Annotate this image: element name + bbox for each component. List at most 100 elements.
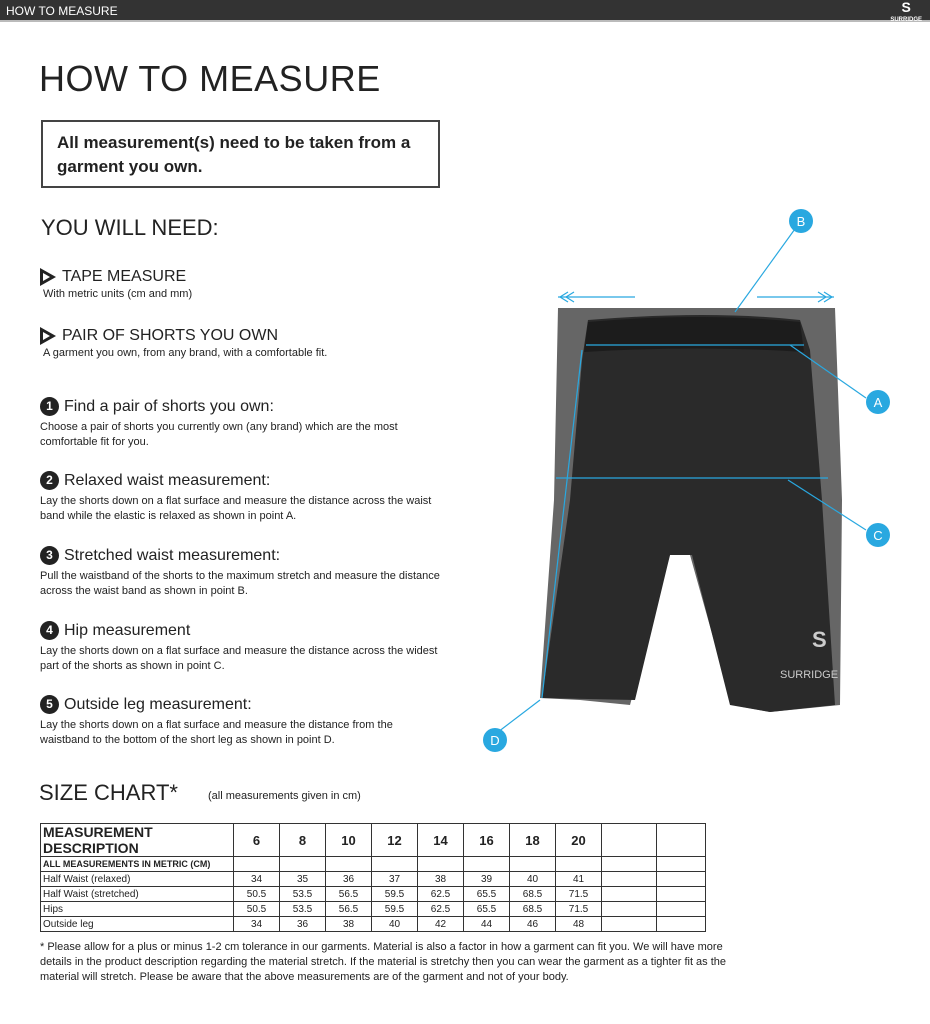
table-cell: 42 (417, 916, 464, 932)
table-cell: 35 (279, 871, 326, 887)
empty-cell (325, 856, 372, 872)
label-a: A (874, 395, 883, 410)
need-item-title: TAPE MEASURE (62, 268, 187, 285)
empty-cell (555, 856, 602, 872)
step-desc: Lay the shorts down on a flat surface an… (40, 495, 432, 522)
top-bar: HOW TO MEASURE S SURRIDGE (0, 0, 930, 23)
step-title: Outside leg measurement: (64, 695, 252, 713)
table-cell (656, 886, 706, 902)
step-number-icon: 3 (40, 546, 59, 565)
triangle-bullet-icon (40, 268, 56, 286)
garment-logo-text: SURRIDGE (780, 669, 838, 681)
table-cell: Half Waist (relaxed) (40, 871, 234, 887)
table-cell (601, 901, 657, 917)
table-cell (601, 886, 657, 902)
table-cell: 68.5 (509, 886, 556, 902)
table-cell: 53.5 (279, 886, 326, 902)
step-number-icon: 2 (40, 471, 59, 490)
notice-box: All measurement(s) need to be taken from… (41, 120, 440, 188)
table-cell: 36 (279, 916, 326, 932)
label-b: B (797, 214, 806, 229)
table-cell: 71.5 (555, 901, 602, 917)
empty-cell (279, 856, 326, 872)
table-row: Hips 50.5 53.5 56.5 59.5 62.5 65.5 68.5 71.5 (40, 901, 706, 917)
table-cell: 40 (371, 916, 418, 932)
table-cell: 44 (463, 916, 510, 932)
table-cell: 50.5 (233, 901, 280, 917)
need-item-shorts: PAIR OF SHORTS YOU OWN A garment you own… (40, 327, 327, 359)
table-cell: Hips (40, 901, 234, 917)
header-cell (601, 823, 657, 857)
table-cell: 56.5 (325, 886, 372, 902)
table-cell: 62.5 (417, 901, 464, 917)
empty-cell (233, 856, 280, 872)
header-title: HOW TO MEASURE (6, 4, 118, 18)
table-cell: 41 (555, 871, 602, 887)
header-cell: 16 (463, 823, 510, 857)
shorts-body (542, 315, 835, 712)
shorts-diagram: S SURRIDGE B A C D (483, 209, 890, 752)
step-number-icon: 4 (40, 621, 59, 640)
table-cell: 56.5 (325, 901, 372, 917)
garment-logo-mark: S (812, 627, 827, 652)
footnote: * Please allow for a plus or minus 1-2 c… (40, 941, 727, 983)
empty-cell (601, 856, 657, 872)
table-cell: 53.5 (279, 901, 326, 917)
table-row: Half Waist (relaxed) 34 35 36 37 38 39 40 41 (40, 871, 706, 887)
table-cell: Half Waist (stretched) (40, 886, 234, 902)
empty-cell (656, 856, 706, 872)
surridge-logo: S SURRIDGE (890, 0, 922, 23)
table-cell: 38 (417, 871, 464, 887)
table-cell: 48 (555, 916, 602, 932)
table-cell: 62.5 (417, 886, 464, 902)
size-chart-table: MEASUREMENT DESCRIPTION 6 8 10 12 14 16 18 20 ALL… (40, 823, 706, 932)
empty-cell (509, 856, 556, 872)
subheader-cell: ALL MEASUREMENTS IN METRIC (CM) (40, 856, 234, 872)
step-number-icon: 5 (40, 695, 59, 714)
step-3: 3 Stretched waist measurement: Pull the wa… (40, 546, 440, 599)
table-cell (601, 871, 657, 887)
waistband (584, 317, 804, 352)
step-desc: Pull the waistband of the shorts to the … (40, 570, 440, 597)
table-row: Half Waist (stretched) 50.5 53.5 56.5 59.5 62… (40, 886, 706, 902)
need-item-title: PAIR OF SHORTS YOU OWN (62, 327, 279, 344)
label-d: D (490, 733, 499, 748)
header-cell: 20 (555, 823, 602, 857)
table-cell: 68.5 (509, 901, 556, 917)
step-title: Hip measurement (64, 621, 191, 639)
header-cell: 12 (371, 823, 418, 857)
table-cell: 37 (371, 871, 418, 887)
table-cell: 50.5 (233, 886, 280, 902)
table-cell (601, 916, 657, 932)
empty-cell (463, 856, 510, 872)
triangle-bullet-icon (40, 327, 56, 345)
table-cell: 34 (233, 916, 280, 932)
table-cell: 34 (233, 871, 280, 887)
step-4: 4 Hip measurement Lay the shorts down on a… (40, 621, 440, 674)
need-item-tape: TAPE MEASURE With metric units (cm and m… (40, 268, 192, 300)
table-cell (656, 901, 706, 917)
empty-cell (417, 856, 464, 872)
step-desc: Lay the shorts down on a flat surface an… (40, 719, 393, 746)
table-cell (656, 871, 706, 887)
step-1: 1 Find a pair of shorts you own: Choose a … (40, 397, 440, 450)
header-cell: 18 (509, 823, 556, 857)
header-cell: 10 (325, 823, 372, 857)
table-cell: 59.5 (371, 886, 418, 902)
header-cell: 6 (233, 823, 280, 857)
need-item-desc: A garment you own, from any brand, with … (43, 347, 328, 359)
table-cell: 36 (325, 871, 372, 887)
table-cell: Outside leg (40, 916, 234, 932)
step-2: 2 Relaxed waist measurement: Lay the short… (40, 471, 440, 524)
step-desc: Choose a pair of shorts you currently ow… (40, 421, 398, 448)
size-chart-heading: SIZE CHART* (39, 780, 178, 805)
table-cell: 59.5 (371, 901, 418, 917)
step-title: Relaxed waist measurement: (64, 471, 271, 489)
table-cell: 46 (509, 916, 556, 932)
label-c: C (873, 528, 882, 543)
need-item-desc: With metric units (cm and mm) (43, 288, 193, 300)
header-cell: 14 (417, 823, 464, 857)
header-cell (656, 823, 706, 857)
step-number-icon: 1 (40, 397, 59, 416)
table-cell (656, 916, 706, 932)
